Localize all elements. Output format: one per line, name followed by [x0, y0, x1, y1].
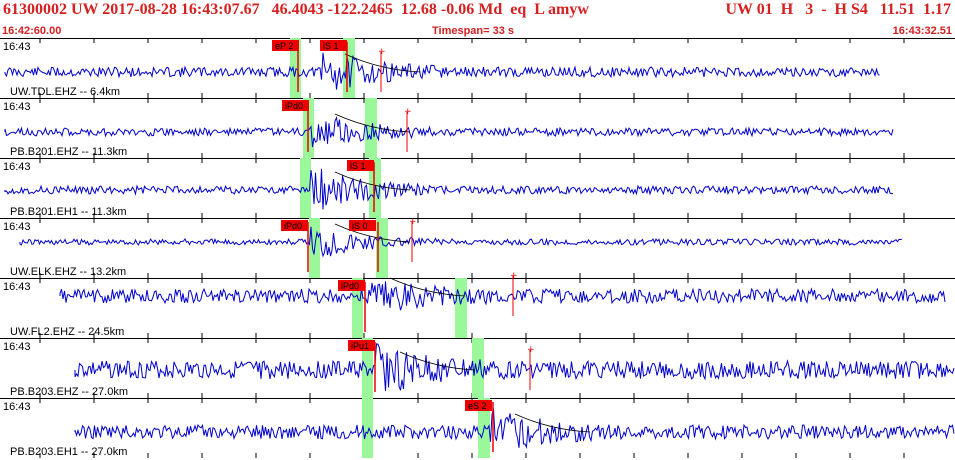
amp-marker-plus: + [378, 47, 386, 57]
p-pick-flag [281, 220, 308, 231]
window-start-time: 16:42:60.00 [2, 25, 62, 37]
p-window [362, 338, 373, 398]
moveout-curve [334, 113, 411, 133]
trace-row[interactable]: iPd0 +16:43 PB.B201.EHZ -- 11.3km [0, 98, 955, 158]
amp-marker-plus: + [409, 217, 417, 227]
station-channel-label: UW.TDL.EHZ -- 6.4km [10, 86, 120, 98]
moveout-curve [334, 223, 411, 243]
waveform-trace [4, 52, 880, 90]
p-pick-label: iPd0 [285, 101, 303, 111]
waveform-trace [19, 226, 903, 258]
p-pick-flag [348, 340, 375, 351]
p-pick-label: iPd0 [284, 221, 302, 231]
event-summary-title: 61300002 UW 2017-08-28 16:43:07.67 46.40… [3, 1, 589, 18]
s-pick-flag [347, 160, 374, 171]
trace-start-time: 16:43 [3, 161, 31, 173]
trace-row[interactable]: iPd0 +16:43 UW.FL2.EHZ -- 24.5km [0, 271, 955, 338]
waveform-trace [74, 408, 955, 450]
trace-start-time: 16:43 [3, 101, 31, 113]
trace-row[interactable]: eS 2 16:43 PB.B203.EH1 -- 27.0km [0, 398, 955, 458]
s-pick-flag [465, 400, 492, 411]
amp-marker-plus: + [527, 345, 535, 355]
s-window [376, 218, 388, 278]
p-pick-label: iPu1 [351, 341, 369, 351]
p-window [352, 278, 363, 338]
s-pick-label: eS 2 [468, 401, 487, 411]
trace-start-time: 16:43 [3, 41, 31, 53]
trace-row[interactable]: iPd0 iS 0 +16:43 UW.ELK.EHZ -- 13.2km [0, 217, 955, 278]
event-quality-summary: UW 01 H 3 - H S4 11.51 1.17 [725, 1, 952, 18]
moveout-curve [389, 277, 466, 297]
p-pick-flag [282, 100, 309, 111]
station-channel-label: PB.B203.EH1 -- 27.0km [10, 446, 127, 458]
waveform-trace [74, 343, 955, 391]
s-pick-label: iS 1 [323, 41, 339, 51]
trace-start-time: 16:43 [3, 401, 31, 413]
waveform-trace [59, 281, 946, 311]
station-channel-label: PB.B203.EHZ -- 27.0km [10, 386, 128, 398]
s-window [455, 278, 467, 338]
trace-start-time: 16:43 [3, 341, 31, 353]
p-pick-label: eP 2 [275, 41, 293, 51]
s-window [365, 98, 377, 158]
p-window [290, 38, 301, 98]
window-end-time: 16:43:32.51 [892, 25, 952, 37]
moveout-curve [399, 351, 476, 371]
trace-start-time: 16:43 [3, 221, 31, 233]
timespan-readout: Timespan= 33 s [432, 25, 515, 37]
p-window [362, 398, 373, 458]
s-pick-flag [349, 220, 376, 231]
station-channel-label: UW.FL2.EHZ -- 24.5km [10, 326, 124, 338]
station-channel-label: PB.B201.EHZ -- 11.3km [10, 146, 127, 158]
trace-start-time: 16:43 [3, 281, 31, 293]
p-window [300, 158, 311, 218]
trace-row[interactable]: iPu1 +16:43 PB.B203.EHZ -- 27.0km [0, 338, 955, 398]
moveout-curve [334, 171, 411, 191]
moveout-curve [514, 413, 591, 433]
station-channel-label: PB.B201.EH1 -- 11.3km [10, 206, 127, 218]
seismogram-panel[interactable]: eP 2 iS 1 +16:43 UW.TDL.EHZ -- 6.4km iPd0 +16… [0, 38, 955, 460]
p-pick-label: iPd0 [341, 281, 359, 291]
s-pick-label: iS 0 [352, 221, 368, 231]
p-pick-flag [338, 280, 365, 291]
waveform-trace [4, 168, 893, 210]
trace-row[interactable]: iS 1 16:43 PB.B201.EH1 -- 11.3km [0, 158, 955, 218]
s-pick-flag [320, 40, 347, 51]
s-pick-label: iS 1 [350, 161, 366, 171]
s-window [472, 338, 484, 398]
p-pick-flag [272, 40, 299, 51]
event-header: 61300002 UW 2017-08-28 16:43:07.67 46.40… [0, 0, 955, 26]
station-channel-label: UW.ELK.EHZ -- 13.2km [10, 266, 126, 278]
trace-row[interactable]: eP 2 iS 1 +16:43 UW.TDL.EHZ -- 6.4km [0, 38, 955, 98]
amp-marker-plus: + [510, 271, 518, 281]
amp-marker-plus: + [404, 107, 412, 117]
waveform-trace [4, 115, 894, 148]
